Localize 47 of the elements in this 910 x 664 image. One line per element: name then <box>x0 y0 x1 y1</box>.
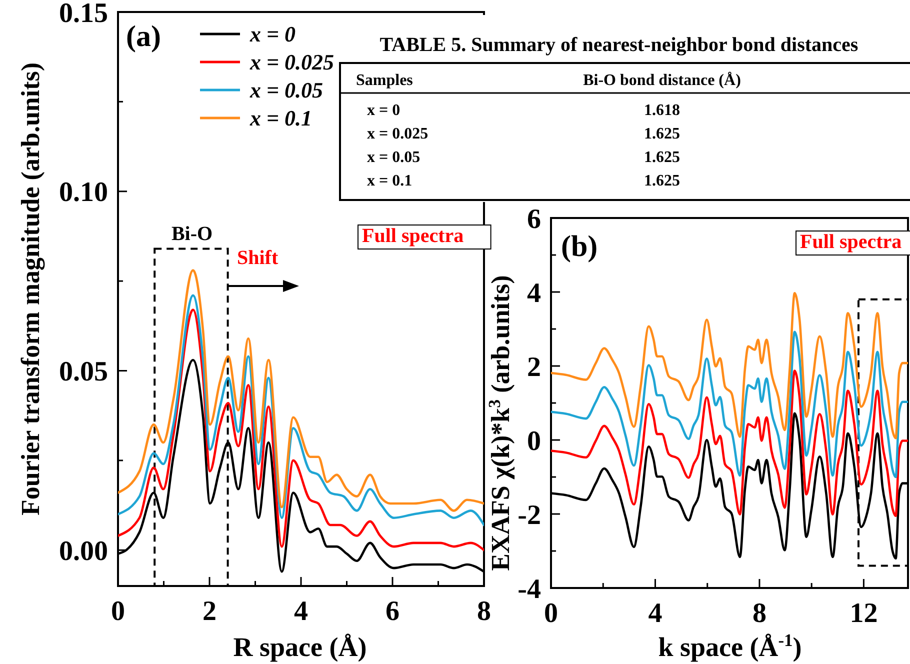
x-tick-label: 4 <box>294 596 308 627</box>
y-tick-label: 0 <box>527 426 541 457</box>
line-series <box>118 269 484 512</box>
y-axis-title: Fourier transform magnitude (arb.units) <box>16 62 46 516</box>
y-tick-label: 6 <box>527 204 541 235</box>
annotation: Full spectra <box>362 225 464 247</box>
text: Samples <box>356 72 413 89</box>
line-series <box>118 308 484 552</box>
text: TABLE 5. Summary of nearest-neighbor bond distances <box>380 34 858 56</box>
x-tick-label: 8 <box>752 598 766 629</box>
x-tick-label: 8 <box>477 596 491 627</box>
line-series <box>118 294 484 526</box>
line-series <box>551 292 908 440</box>
x-axis-title: R space (Å) <box>233 632 367 662</box>
x-axis-title: k space (Å$^{-1}$) <box>658 630 802 662</box>
data-label: 1.625 <box>644 172 680 190</box>
line-series <box>551 330 908 478</box>
y-tick-label: 0.10 <box>59 177 108 208</box>
legend-label: x = 0.025 <box>249 50 334 75</box>
annotation: (b) <box>561 230 598 263</box>
text: Bi-O bond distance (Å) <box>583 71 741 89</box>
line-series <box>551 370 908 517</box>
annotation: (a) <box>126 20 161 53</box>
x-tick-label: 6 <box>386 596 400 627</box>
annotation: Bi-O <box>171 223 213 245</box>
y-tick-label: 0.00 <box>59 536 108 567</box>
y-tick-label: 4 <box>527 278 541 309</box>
legend-label: x = 0.1 <box>249 106 312 131</box>
annotation: Full spectra <box>800 231 902 253</box>
x-tick-label: 2 <box>202 596 216 627</box>
y-tick-label: 0.05 <box>59 356 108 388</box>
y-tick-label: 2 <box>527 352 541 383</box>
y-tick-label: -2 <box>518 500 541 531</box>
x-tick-label: 4 <box>648 598 662 629</box>
y-tick-label: -4 <box>518 574 541 605</box>
data-label: 1.625 <box>644 126 680 142</box>
data-label: 1.625 <box>644 149 680 166</box>
category-label: x = 0.025 <box>367 126 428 142</box>
x-tick-label: 12 <box>850 598 878 629</box>
annotation: Shift <box>237 247 278 269</box>
legend-label: x = 0.05 <box>249 78 324 103</box>
category-label: x = 0.05 <box>367 149 420 166</box>
legend-label: x = 0 <box>249 22 296 47</box>
y-tick-label: 0.15 <box>59 0 108 29</box>
category-label: x = 0.1 <box>367 172 412 190</box>
data-label: 1.618 <box>644 102 680 119</box>
category-label: x = 0 <box>367 102 400 119</box>
